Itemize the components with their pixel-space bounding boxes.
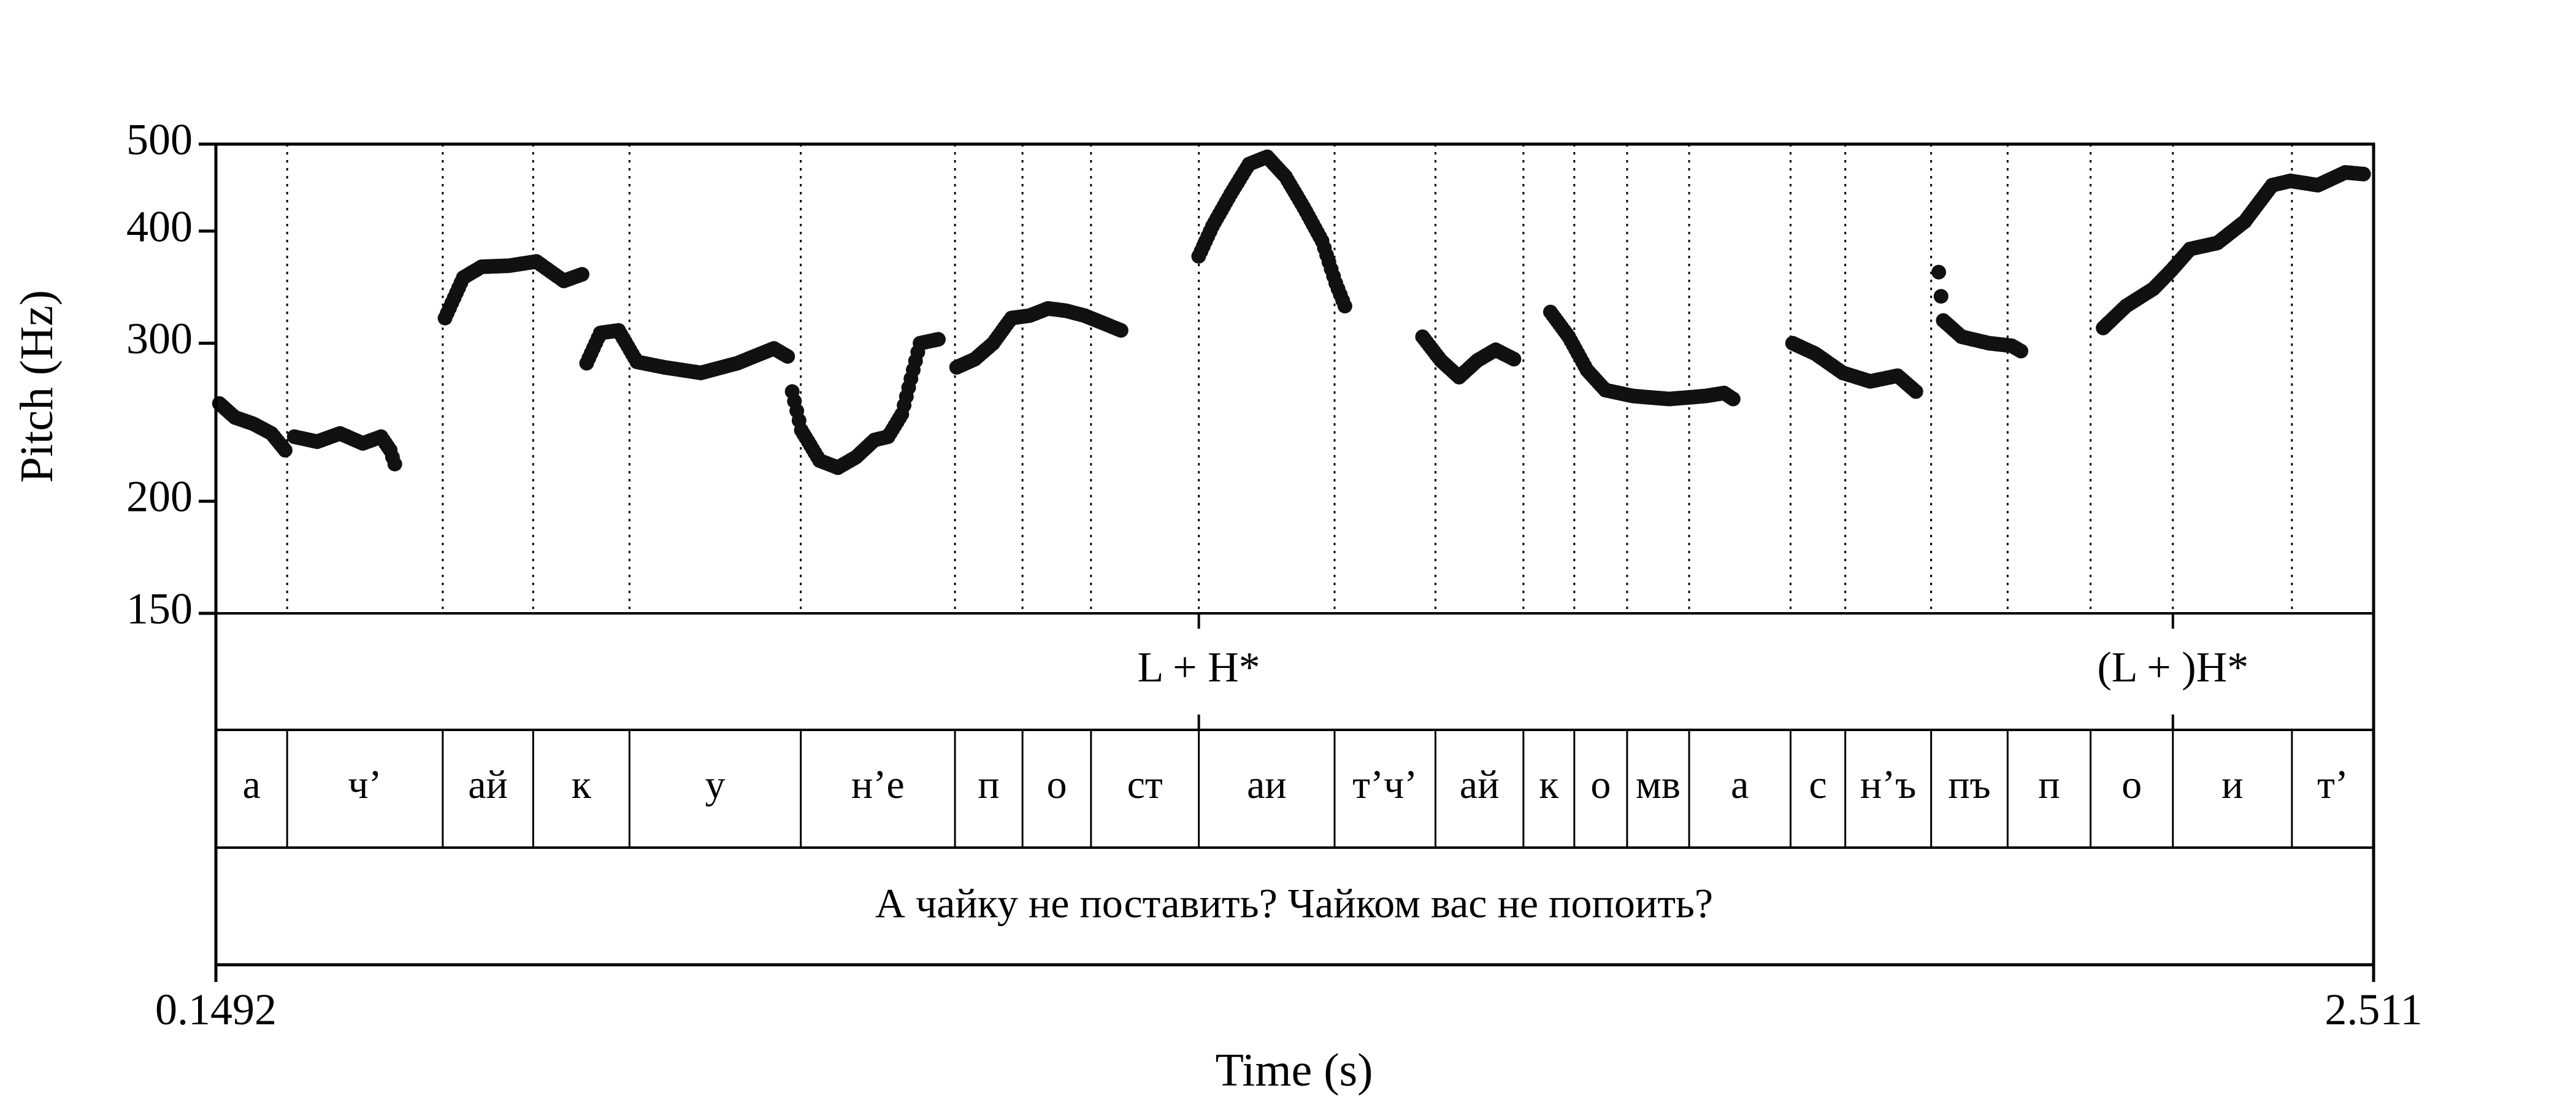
sentence-text: А чайку не поставить? Чайком вас не попо… bbox=[875, 880, 1713, 927]
y-tick-label: 150 bbox=[126, 585, 193, 634]
segment-label: о bbox=[1046, 762, 1067, 807]
pitch-point bbox=[575, 267, 589, 282]
y-tick-label: 300 bbox=[126, 314, 193, 363]
segment-label: аи bbox=[1247, 762, 1287, 807]
segment-label: к bbox=[572, 762, 592, 807]
tone-label: (L + )H* bbox=[2097, 644, 2248, 691]
pitch-point bbox=[277, 443, 293, 458]
pitch-point bbox=[387, 456, 402, 472]
segment-label: ч’ bbox=[348, 762, 381, 807]
segment-label: и bbox=[2221, 762, 2243, 807]
segment-label: с bbox=[1809, 762, 1827, 807]
pitch-point bbox=[1725, 391, 1741, 407]
segment-label: н’е bbox=[851, 762, 905, 807]
pitch-point bbox=[2356, 166, 2371, 182]
segment-label: о bbox=[2122, 762, 2142, 807]
segment-label: к bbox=[1539, 762, 1559, 807]
segment-tier: а ч’ ай к у н’е п о ст аи т’ч’ ай к о мв а с н’ъ пъ п о и т’ bbox=[242, 730, 2348, 848]
segment-label: ай bbox=[1460, 762, 1500, 807]
pitch-point bbox=[930, 332, 946, 347]
y-tick-label: 200 bbox=[126, 472, 193, 521]
figure-frame bbox=[214, 142, 2375, 967]
tone-tier: L + H* (L + )H* bbox=[1137, 613, 2248, 730]
segment-label: ай bbox=[468, 762, 508, 807]
segment-label: а bbox=[242, 762, 260, 807]
pitch-point bbox=[1113, 323, 1129, 338]
y-axis-title: Pitch (Hz) bbox=[11, 290, 63, 483]
y-axis-ticks: 150 200 300 400 500 bbox=[126, 115, 2375, 982]
segment-label: пъ bbox=[1948, 762, 1990, 807]
segment-label: т’ч’ bbox=[1352, 762, 1417, 807]
segment-label: н’ъ bbox=[1860, 762, 1916, 807]
segment-label: ст bbox=[1127, 762, 1163, 807]
pitch-point bbox=[1931, 264, 1946, 280]
pitch-points bbox=[212, 149, 2371, 475]
pitch-point bbox=[1908, 384, 1923, 399]
pitch-point bbox=[1933, 289, 1949, 304]
x-tick-label-end: 2.511 bbox=[2325, 985, 2422, 1034]
pitch-point bbox=[1337, 299, 1352, 313]
segment-label: у bbox=[705, 762, 725, 807]
segment-label: т’ bbox=[2317, 762, 2348, 807]
x-tick-label-start: 0.1492 bbox=[155, 985, 277, 1034]
plot-frame bbox=[214, 142, 2375, 967]
segment-label: а bbox=[1731, 762, 1749, 807]
x-axis-title: Time (s) bbox=[1216, 1045, 1373, 1096]
y-tick-label: 400 bbox=[126, 202, 193, 251]
segment-boundaries bbox=[286, 144, 2293, 613]
segment-label: о bbox=[1590, 762, 1611, 807]
segment-label: мв bbox=[1636, 762, 1681, 807]
tone-label: L + H* bbox=[1137, 644, 1260, 691]
segment-label: п bbox=[978, 762, 999, 807]
pitch-point bbox=[1506, 351, 1522, 367]
pitch-point bbox=[2014, 343, 2028, 359]
pitch-point bbox=[780, 349, 795, 364]
y-tick-label: 500 bbox=[126, 115, 193, 164]
segment-label: п bbox=[2038, 762, 2060, 807]
